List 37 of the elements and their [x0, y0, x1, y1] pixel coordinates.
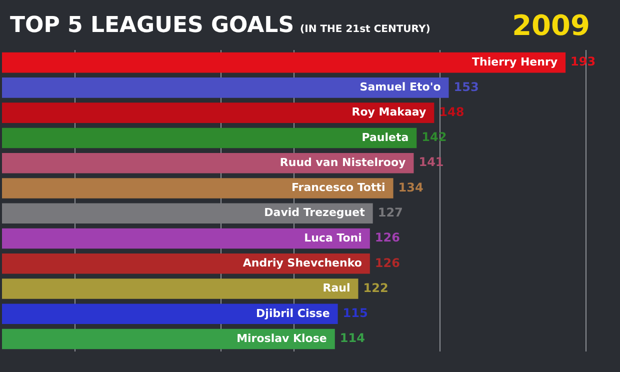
data-label: 114 [340, 331, 365, 346]
bar [2, 203, 373, 224]
bar [2, 178, 394, 198]
bar [2, 328, 335, 350]
y-tick-label: Luca Toni [304, 231, 362, 244]
data-label: 126 [374, 230, 400, 245]
chart-title: TOP 5 LEAGUES GOALS [10, 12, 294, 38]
data-label: 148 [439, 104, 464, 119]
y-tick-label: Thierry Henry [472, 55, 558, 68]
y-tick-label: Raul [322, 282, 350, 295]
bar [2, 304, 338, 324]
y-tick-label: Roy Makaay [352, 106, 426, 119]
y-tick-label: Samuel Eto'o [360, 80, 442, 94]
y-tick-label: Francesco Totti [291, 181, 386, 194]
y-tick-label: Andriy Shevchenko [242, 256, 362, 270]
data-label: 134 [398, 180, 424, 194]
bar [2, 152, 414, 174]
y-tick-label: Djibril Cisse [256, 306, 330, 320]
y-tick-label: Ruud van Nistelrooy [280, 156, 406, 169]
data-label: 193 [570, 54, 596, 69]
bar [2, 278, 358, 299]
bar [2, 128, 417, 148]
bar [2, 102, 434, 123]
y-tick-label: Miroslav Klose [236, 332, 327, 345]
data-label: 126 [374, 256, 400, 270]
bar [2, 78, 449, 98]
bar [2, 228, 370, 249]
text: 2009 [512, 8, 590, 42]
chart-subtitle: (IN THE 21st CENTURY) [300, 24, 430, 34]
data-label: 153 [454, 80, 479, 94]
bar [2, 253, 370, 274]
bar [2, 52, 566, 73]
data-label: 115 [342, 306, 368, 320]
y-tick-label: Pauleta [362, 130, 409, 144]
y-tick-label: David Trezeguet [264, 206, 365, 220]
data-label: 122 [363, 280, 388, 295]
data-label: 127 [378, 205, 403, 220]
